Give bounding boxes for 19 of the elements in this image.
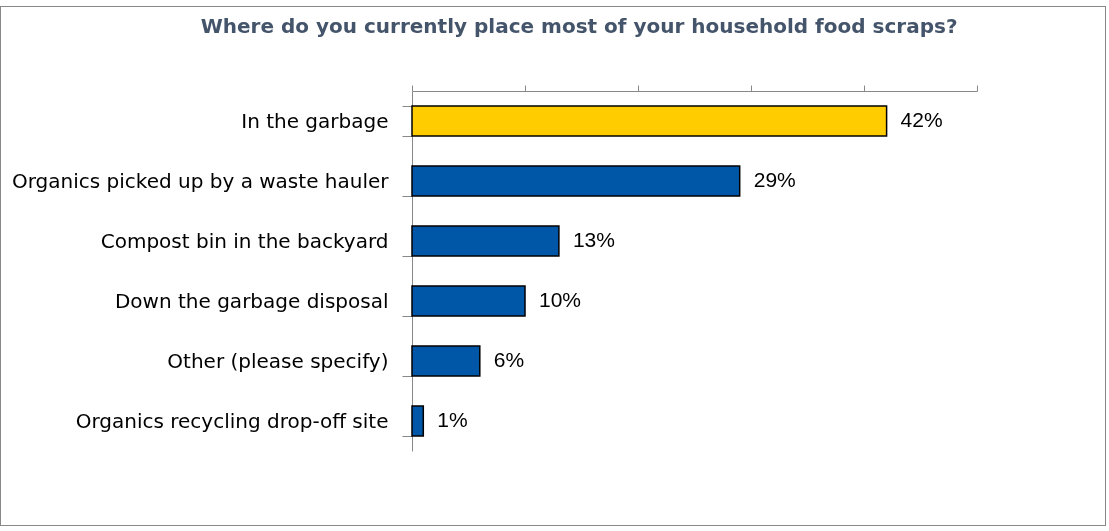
y-tick-label: In the garbage [241, 108, 389, 133]
data-label: 13% [572, 228, 615, 251]
y-tick-label: Other (please specify) [167, 348, 389, 373]
bar [411, 105, 888, 137]
data-label: 29% [753, 168, 796, 191]
chart-title: Where do you currently place most of your household food scraps? [200, 14, 958, 38]
y-tick-label: Organics picked up by a waste hauler [11, 168, 390, 193]
y-tick-label: Compost bin in the backyard [100, 228, 389, 253]
data-label: 42% [900, 108, 943, 131]
data-label: 1% [437, 408, 468, 431]
bar [411, 165, 741, 197]
bar [411, 345, 481, 377]
y-tick-label: Down the garbage disposal [114, 288, 389, 313]
data-label: 6% [493, 348, 525, 371]
y-tick-label: Organics recycling drop-off site [75, 408, 389, 433]
data-label: 10% [539, 288, 582, 311]
bar [411, 405, 425, 437]
bar [411, 285, 526, 317]
bar [411, 225, 560, 257]
